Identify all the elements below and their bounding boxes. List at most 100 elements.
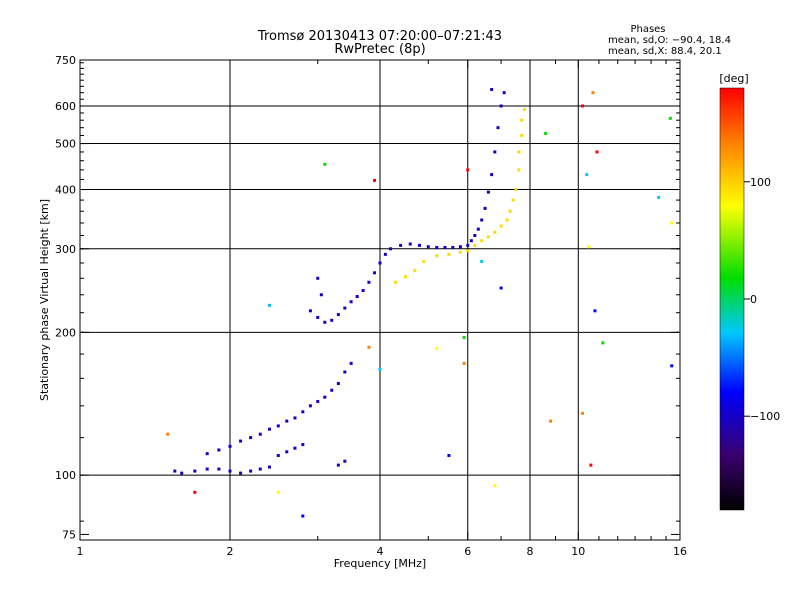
data-point xyxy=(483,206,487,210)
data-point xyxy=(473,243,477,247)
data-point xyxy=(249,469,253,473)
data-point xyxy=(447,454,451,458)
data-point xyxy=(480,218,484,222)
data-point xyxy=(505,218,509,222)
axis-ticks: 1 2 4 6 8 10 16 75 100 200 300 400 500 600 750 xyxy=(55,54,687,558)
data-point xyxy=(581,104,585,108)
x-tick-label: 8 xyxy=(527,545,534,558)
data-point xyxy=(462,336,466,340)
data-point xyxy=(301,443,305,447)
x-tick-label: 4 xyxy=(377,545,384,558)
data-point xyxy=(336,313,340,317)
data-point xyxy=(367,280,371,284)
data-point xyxy=(349,361,353,365)
data-point xyxy=(316,399,320,403)
data-point xyxy=(493,150,497,154)
data-point xyxy=(394,280,398,284)
data-point xyxy=(466,168,470,172)
data-point xyxy=(520,118,524,122)
colorbar-label: [deg] xyxy=(719,72,748,85)
data-point xyxy=(378,261,382,265)
chart-subtitle: RwPretec (8p) xyxy=(334,42,425,57)
data-point xyxy=(349,300,353,304)
data-point xyxy=(361,289,365,293)
data-point xyxy=(657,195,661,199)
x-tick-label: 2 xyxy=(227,545,234,558)
x-axis-label: Frequency [MHz] xyxy=(334,557,426,570)
data-point xyxy=(544,131,548,135)
data-point xyxy=(595,150,599,154)
data-point xyxy=(668,116,672,120)
data-point xyxy=(285,419,289,423)
data-point xyxy=(476,227,480,231)
data-point xyxy=(205,452,209,456)
data-point xyxy=(180,471,184,475)
data-point xyxy=(435,346,439,350)
data-point xyxy=(316,315,320,319)
data-point xyxy=(499,286,503,290)
data-point xyxy=(308,309,312,313)
data-point xyxy=(267,303,271,307)
data-point xyxy=(193,469,197,473)
data-point xyxy=(486,235,490,239)
data-point xyxy=(343,459,347,463)
data-point xyxy=(520,133,524,137)
data-point xyxy=(458,250,462,254)
data-point xyxy=(585,173,589,177)
colorbar-ticks: 100 0 −100 xyxy=(744,176,780,423)
data-point xyxy=(258,432,262,436)
data-point xyxy=(435,254,439,258)
data-point xyxy=(589,463,593,467)
x-tick-label: 6 xyxy=(464,545,471,558)
data-point xyxy=(293,446,297,450)
y-tick-label: 750 xyxy=(55,54,76,67)
data-point xyxy=(217,467,221,471)
data-point xyxy=(285,450,289,454)
data-point xyxy=(466,249,470,253)
y-tick-label: 400 xyxy=(55,184,76,197)
data-point xyxy=(336,382,340,386)
colorbar-tick-label: 100 xyxy=(750,176,771,189)
data-point xyxy=(581,411,585,415)
data-point xyxy=(267,427,271,431)
data-point xyxy=(301,514,305,518)
chart-title: Tromsø 20130413 07:20:00–07:21:43 xyxy=(257,29,502,44)
colorbar xyxy=(719,87,745,511)
data-point xyxy=(593,309,597,313)
data-point xyxy=(591,91,595,95)
data-point xyxy=(193,490,197,494)
data-point xyxy=(426,245,430,249)
data-point xyxy=(502,91,506,95)
data-point xyxy=(408,242,412,246)
y-tick-label: 75 xyxy=(62,528,76,541)
data-point xyxy=(413,269,417,273)
y-tick-label: 100 xyxy=(55,469,76,482)
data-point xyxy=(323,320,327,324)
data-point xyxy=(316,276,320,280)
phases-mean-x: mean, sd,X: 88.4, 20.1 xyxy=(608,46,722,57)
data-point xyxy=(490,173,494,177)
data-point xyxy=(239,439,243,443)
data-point xyxy=(378,367,382,371)
data-point xyxy=(239,471,243,475)
data-point xyxy=(549,419,553,423)
data-point xyxy=(267,465,271,469)
data-point xyxy=(258,467,262,471)
data-point xyxy=(480,260,484,264)
data-point xyxy=(508,209,512,213)
data-point xyxy=(458,245,462,249)
data-point xyxy=(343,306,347,310)
data-point xyxy=(228,444,232,448)
data-point xyxy=(301,410,305,414)
y-axis-label: Stationary phase Virtual Height [km] xyxy=(38,199,51,401)
data-point xyxy=(417,243,421,247)
data-point xyxy=(319,293,323,297)
data-point xyxy=(587,245,591,249)
data-point xyxy=(466,243,470,247)
x-tick-label: 10 xyxy=(571,545,585,558)
data-point xyxy=(308,404,312,408)
x-tick-label: 1 xyxy=(77,545,84,558)
data-point xyxy=(330,318,334,322)
data-point xyxy=(173,469,177,473)
